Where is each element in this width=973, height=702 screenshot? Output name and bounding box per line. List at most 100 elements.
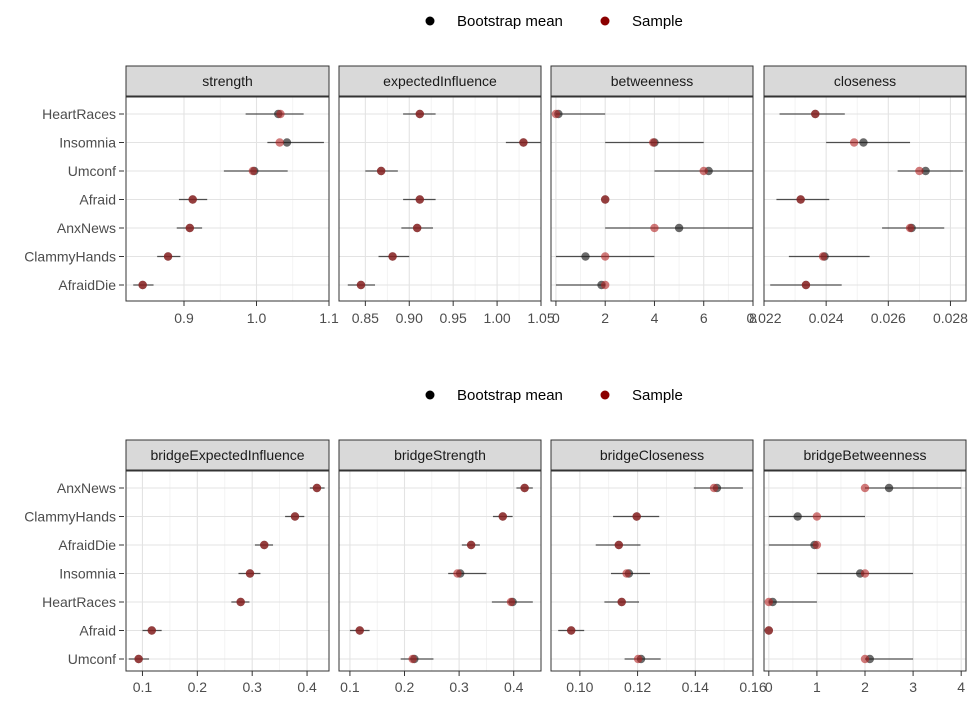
legend-label-sample: Sample (632, 13, 683, 30)
panel-title: bridgeExpectedInfluence (150, 447, 304, 463)
x-tick-label: 4 (651, 310, 659, 326)
x-tick-label: 0.3 (449, 679, 469, 695)
x-tick-label: 2 (601, 310, 609, 326)
sample-point-afraid (188, 195, 197, 204)
sample-point-umconf (248, 166, 258, 176)
x-tick-label: 0.1 (340, 679, 360, 695)
sample-point-afraid-die (260, 540, 269, 550)
data-points (133, 109, 324, 290)
panel-strength: strength 0.9 1.0 1.1 (125, 65, 339, 326)
sample-point-afraid-die (600, 280, 610, 290)
x-tick-label: 2 (861, 679, 869, 695)
sample-point-anx-news (312, 483, 322, 493)
panel-title: expectedInfluence (383, 73, 497, 89)
sample-point-insomnia (649, 138, 658, 147)
x-tick-label: 0.2 (395, 679, 415, 695)
x-tick-label: 8 (749, 310, 757, 326)
panel-title: closeness (834, 73, 896, 89)
panel-border (550, 470, 754, 672)
sample-point-heart-races (236, 597, 245, 607)
legend-key-sample (600, 390, 610, 400)
sample-point-umconf (408, 654, 417, 664)
y-tick-label-umconf: Umconf (68, 651, 116, 667)
x-axis: 0 1 2 3 4 (765, 671, 965, 695)
x-tick-label: 0 (552, 310, 560, 326)
y-tick-label-insomnia: Insomnia (59, 135, 116, 151)
x-tick-label: 4 (957, 679, 965, 695)
panel-title: betweenness (611, 73, 694, 89)
x-axis: 0 2 4 6 8 (552, 301, 757, 326)
panel-bridge-betweenness: bridgeBetweenness 0 1 2 3 4 (763, 439, 967, 695)
x-tick-label: 0.9 (174, 310, 194, 326)
panel-title: bridgeBetweenness (804, 447, 927, 463)
panel-bridge-closeness: bridgeCloseness 0.10 0.12 0.14 0.16 (550, 439, 767, 695)
sample-point-umconf (134, 654, 143, 664)
x-axis: 0.1 0.2 0.3 0.4 (133, 671, 317, 695)
panel-border (338, 470, 542, 672)
sample-point-insomnia (275, 138, 284, 147)
bootstrap-mean-point-anx-news (674, 223, 684, 233)
x-tick-label: 0.3 (242, 679, 262, 695)
x-tick-label: 0.4 (297, 679, 317, 695)
sample-point-heart-races (276, 109, 285, 119)
sample-point-afraid (600, 195, 610, 204)
bootstrap-mean-point-umconf (921, 166, 930, 176)
sample-point-insomnia (849, 138, 859, 147)
sample-point-anx-news (412, 223, 422, 233)
y-tick-label-afraid-die: AfraidDie (58, 277, 116, 293)
panel-strip (338, 65, 542, 97)
sample-point-anx-news (520, 483, 529, 493)
y-tick-label-heart-races: HeartRaces (42, 106, 116, 122)
data-points (349, 483, 533, 664)
sample-point-afraid-die (466, 540, 476, 550)
x-tick-label: 1.00 (483, 310, 510, 326)
figure-1: Bootstrap mean Sample HeartRaces Insomnia Um… (24, 13, 968, 326)
x-tick-label: 3 (909, 679, 917, 695)
x-tick-label: 1.05 (527, 310, 554, 326)
x-axis: 0.022 0.024 0.026 0.028 (746, 301, 968, 326)
sample-point-afraid-die (801, 280, 811, 290)
sample-point-insomnia (860, 569, 870, 578)
gridlines (551, 471, 754, 671)
sample-point-anx-news (650, 223, 659, 233)
x-tick-label: 0.90 (396, 310, 423, 326)
legend-label-bootstrap-mean: Bootstrap mean (457, 387, 563, 404)
panel-border (338, 96, 542, 302)
bootstrap-mean-point-insomnia (859, 138, 868, 147)
sample-point-umconf (699, 166, 708, 176)
sample-point-clammy-hands (600, 252, 610, 261)
y-tick-label-afraid-die: AfraidDie (58, 537, 116, 553)
panel-betweenness: betweenness 0 2 4 6 8 (550, 65, 757, 326)
bootstrap-mean-point-insomnia (282, 138, 292, 147)
bootstrap-mean-point-clammy-hands (581, 252, 590, 261)
sample-point-clammy-hands (163, 252, 173, 261)
panel-title: strength (202, 73, 253, 89)
y-tick-label-clammy-hands: ClammyHands (24, 249, 116, 265)
y-tick-label-umconf: Umconf (68, 163, 116, 179)
gridlines (126, 97, 330, 301)
sample-point-anx-news (709, 483, 719, 493)
panel-strip (125, 65, 330, 97)
sample-point-clammy-hands (812, 512, 822, 521)
sample-point-insomnia (245, 569, 255, 578)
data-points (347, 109, 541, 290)
sample-point-afraid-die (356, 280, 366, 290)
sample-point-clammy-hands (818, 252, 828, 261)
sample-point-heart-races (551, 109, 561, 119)
legend-key-bootstrap-mean (425, 16, 435, 26)
sample-point-heart-races (617, 597, 626, 607)
y-tick-label-clammy-hands: ClammyHands (24, 509, 116, 525)
panel-bridge-expected-influence: bridgeExpectedInfluence 0.1 0.2 0.3 0.4 (125, 439, 330, 695)
x-tick-label: 0.026 (871, 310, 906, 326)
x-tick-label: 0.10 (566, 679, 593, 695)
sample-point-heart-races (764, 597, 774, 607)
sample-point-afraid-die (614, 540, 624, 550)
x-axis: 0.9 1.0 1.1 (174, 301, 339, 326)
sample-point-afraid (567, 626, 576, 635)
sample-point-anx-news (905, 223, 915, 233)
panel-border (550, 96, 754, 302)
bootstrap-mean-point-clammy-hands (793, 512, 802, 521)
x-axis: 0.10 0.12 0.14 0.16 (566, 671, 767, 695)
sample-point-clammy-hands (290, 512, 300, 521)
